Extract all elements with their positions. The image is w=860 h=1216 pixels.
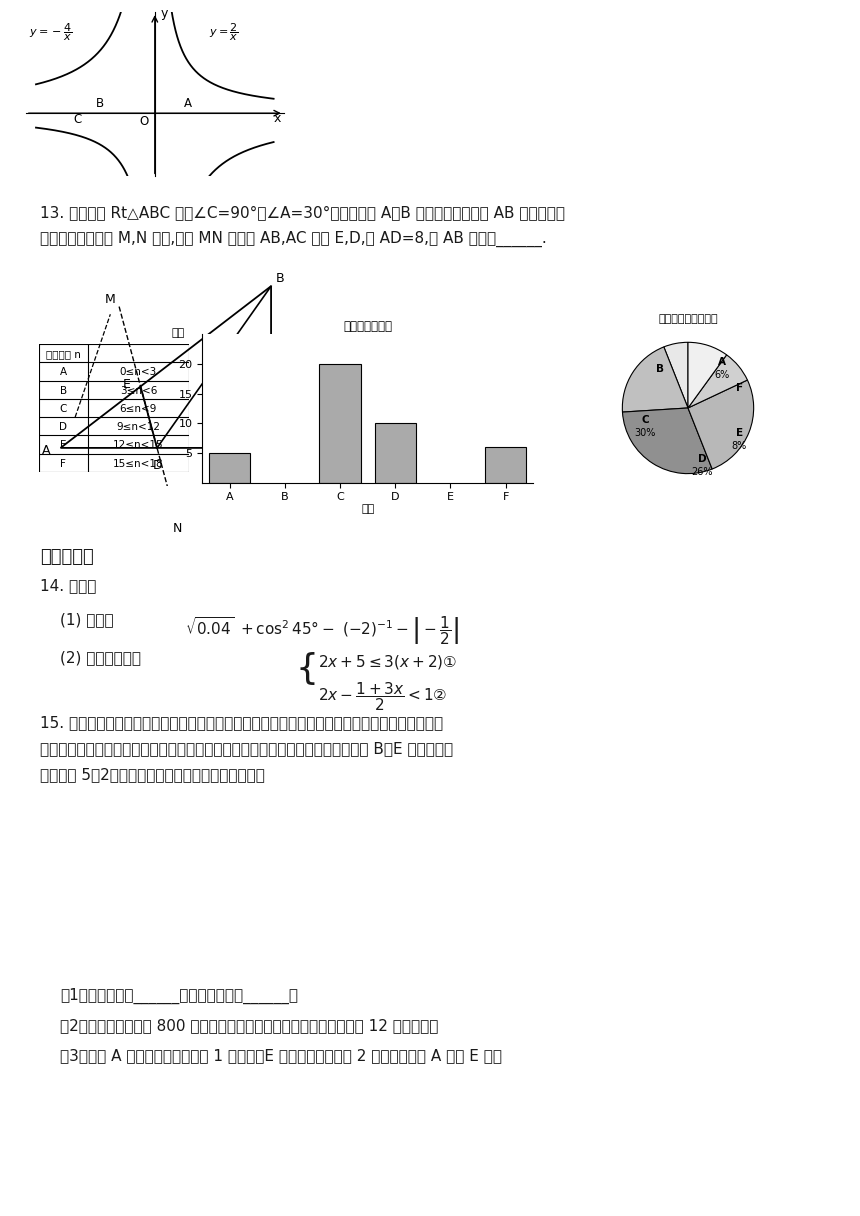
- Text: A: A: [59, 367, 67, 377]
- Text: D: D: [698, 455, 707, 465]
- Text: 发言次数 n: 发言次数 n: [46, 349, 81, 359]
- Text: B: B: [59, 385, 67, 395]
- Text: E: E: [735, 428, 743, 438]
- Text: （2）该年级共有学生 800 人，请估计该年级在这天里发言次数不少于 12 次的人数；: （2）该年级共有学生 800 人，请估计该年级在这天里发言次数不少于 12 次的…: [60, 1018, 439, 1034]
- Bar: [485, 447, 526, 483]
- Text: 15. 某校九年级为了解学生课堂发言情况，随机抄取该年级部分学生，对他们某天在课堂上发言的: 15. 某校九年级为了解学生课堂发言情况，随机抄取该年级部分学生，对他们某天在课…: [40, 715, 443, 730]
- Text: E: E: [123, 378, 131, 392]
- Text: C: C: [59, 404, 67, 413]
- Text: B: B: [275, 272, 284, 286]
- Text: 30%: 30%: [635, 428, 656, 438]
- Text: 长为半径画弧交于 M,N 两点,连结 MN 分别交 AB,AC 于点 E,D,若 AD=8,则 AB 的长为______.: 长为半径画弧交于 M,N 两点,连结 MN 分别交 AB,AC 于点 E,D,若…: [40, 231, 547, 247]
- Text: {: {: [295, 652, 318, 686]
- Text: E: E: [60, 440, 66, 450]
- Text: $2x - \dfrac{1+3x}{2} < 1$②: $2x - \dfrac{1+3x}{2} < 1$②: [318, 680, 447, 713]
- Bar: [209, 454, 250, 483]
- Text: N: N: [173, 523, 182, 535]
- Text: 13. 如图，在 Rt△ABC 中，∠C=90°，∠A=30°，分别以点 A、B 为圆心，大于线段 AB 长度一半的: 13. 如图，在 Rt△ABC 中，∠C=90°，∠A=30°，分别以点 A、B…: [40, 206, 565, 220]
- Text: A: A: [184, 97, 192, 109]
- Bar: [375, 423, 416, 483]
- Title: 发言人数扇形统计图: 发言人数扇形统计图: [658, 314, 718, 323]
- Text: x: x: [273, 112, 280, 125]
- Text: 26%: 26%: [691, 467, 713, 478]
- Text: (1) 计算：: (1) 计算：: [60, 612, 114, 627]
- Text: C: C: [642, 415, 649, 424]
- Text: F: F: [735, 383, 743, 393]
- Text: 9≤n<12: 9≤n<12: [116, 422, 161, 432]
- X-axis label: 组别: 组别: [361, 503, 374, 514]
- Text: 次数进行了统计，其结果如下表，并绘制了如图所示的两幅不完整的统计图，已知 B、E 两组发言人: 次数进行了统计，其结果如下表，并绘制了如图所示的两幅不完整的统计图，已知 B、E…: [40, 741, 453, 756]
- Text: 0≤n<3: 0≤n<3: [120, 367, 157, 377]
- Text: 14. 计算题: 14. 计算题: [40, 578, 96, 593]
- Text: C: C: [73, 113, 82, 126]
- Text: 15≤n<18: 15≤n<18: [114, 458, 163, 468]
- Text: D: D: [153, 460, 163, 472]
- Text: 6≤n<9: 6≤n<9: [120, 404, 157, 413]
- Text: $y=\dfrac{2}{x}$: $y=\dfrac{2}{x}$: [209, 22, 239, 43]
- Wedge shape: [688, 355, 747, 409]
- Wedge shape: [688, 343, 727, 409]
- Text: y: y: [161, 7, 169, 21]
- Text: C: C: [275, 445, 284, 458]
- Text: $y=-\dfrac{4}{x}$: $y=-\dfrac{4}{x}$: [29, 22, 72, 43]
- Text: B: B: [656, 364, 665, 373]
- Text: A: A: [718, 358, 726, 367]
- Text: 6%: 6%: [715, 370, 730, 381]
- Wedge shape: [623, 409, 712, 473]
- Text: （3）已知 A 组发言的学生中恰有 1 位女生，E 组发言的学生中有 2 位男生，现从 A 组与 E 组中: （3）已知 A 组发言的学生中恰有 1 位女生，E 组发言的学生中有 2 位男生…: [60, 1048, 502, 1063]
- Text: O: O: [139, 114, 149, 128]
- Text: 12≤n<15: 12≤n<15: [114, 440, 163, 450]
- Text: A: A: [41, 444, 50, 457]
- Wedge shape: [664, 343, 688, 409]
- Text: (2) 解不等式组：: (2) 解不等式组：: [60, 651, 141, 665]
- Text: F: F: [60, 458, 66, 468]
- Text: B: B: [95, 97, 103, 109]
- Text: 3≤n<6: 3≤n<6: [120, 385, 157, 395]
- Text: M: M: [105, 293, 115, 305]
- Text: 三、解答题: 三、解答题: [40, 548, 94, 565]
- Text: $\sqrt{0.04}\ +\cos^{2}45°-\ (-2)^{-1}-\left|-\dfrac{1}{2}\right|$: $\sqrt{0.04}\ +\cos^{2}45°-\ (-2)^{-1}-\…: [185, 614, 459, 647]
- Text: $2x + 5 \leq 3(x + 2)$①: $2x + 5 \leq 3(x + 2)$①: [318, 653, 458, 671]
- Wedge shape: [623, 347, 688, 412]
- Text: （1）样本容量是______，并补全直方图______；: （1）样本容量是______，并补全直方图______；: [60, 987, 298, 1004]
- Title: 发言人数直方图: 发言人数直方图: [343, 320, 392, 333]
- Bar: [319, 364, 360, 483]
- Text: D: D: [59, 422, 67, 432]
- Text: 数的比为 5：2，请结合图中相关数据回答下列问题：: 数的比为 5：2，请结合图中相关数据回答下列问题：: [40, 767, 265, 782]
- Wedge shape: [688, 381, 753, 469]
- Text: 人数: 人数: [172, 328, 185, 338]
- Text: 8%: 8%: [732, 441, 746, 451]
